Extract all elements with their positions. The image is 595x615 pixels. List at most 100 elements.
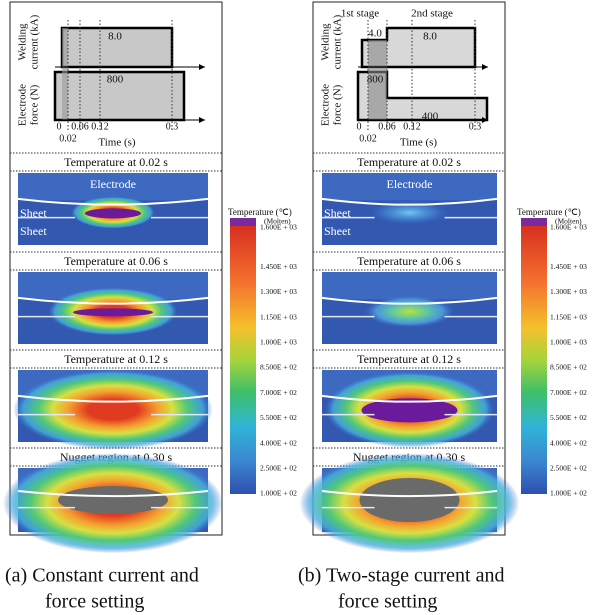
label: 2.500E + 02 xyxy=(550,464,587,473)
label: Temperature at 0.06 s xyxy=(64,254,168,268)
label: 0.06 xyxy=(378,121,396,132)
simulation-image xyxy=(321,370,498,448)
label: 1.600E + 03 xyxy=(260,223,297,232)
label: 8.500E + 02 xyxy=(260,363,297,372)
electrode-gap xyxy=(321,296,498,305)
molten-core xyxy=(73,308,153,317)
label: (Molten) xyxy=(555,217,582,226)
shade xyxy=(368,40,387,120)
label: (Molten) xyxy=(264,217,291,226)
arrow xyxy=(199,64,205,70)
simulation-image xyxy=(17,272,209,344)
label: Temperature (℃) xyxy=(228,207,292,217)
colorbar xyxy=(521,226,547,494)
label: 0 xyxy=(57,121,62,132)
label: force setting xyxy=(45,591,144,613)
label: Electrode xyxy=(17,84,29,126)
image-label: Sheet xyxy=(20,206,47,220)
label: 5.500E + 02 xyxy=(260,413,297,422)
label: current (kA) xyxy=(332,14,344,69)
label: 0.3 xyxy=(166,121,179,132)
label: 4.000E + 02 xyxy=(260,438,297,447)
label: 0.12 xyxy=(91,121,109,132)
label: current (kA) xyxy=(29,14,41,69)
image-label: Electrode xyxy=(90,177,136,191)
label: 7.000E + 02 xyxy=(550,388,587,397)
electrode-field xyxy=(322,272,497,300)
label: 800 xyxy=(107,74,124,86)
label: 0.12 xyxy=(403,121,421,132)
colorbar xyxy=(230,226,256,494)
label: Temperature at 0.02 s xyxy=(357,155,461,169)
arrow xyxy=(199,117,205,123)
label: (b) Two-stage current and xyxy=(298,565,504,587)
label: 1.000E + 03 xyxy=(260,338,297,347)
label: 1st stage xyxy=(341,8,379,20)
label: Temperature (℃) xyxy=(517,207,581,217)
heat-zone xyxy=(364,295,455,328)
image-label: Sheet xyxy=(324,206,351,220)
label: 2.500E + 02 xyxy=(260,464,297,473)
label: 0 xyxy=(357,121,362,132)
label: 1.300E + 03 xyxy=(260,287,297,296)
simulation-image xyxy=(13,369,213,450)
label: 7.000E + 02 xyxy=(260,388,297,397)
molten-band xyxy=(230,218,256,226)
simulation-image xyxy=(299,453,520,554)
label: 1.000E + 03 xyxy=(550,338,587,347)
nugget xyxy=(58,486,168,514)
label: 4.000E + 02 xyxy=(550,438,587,447)
label: Temperature at 0.12 s xyxy=(64,352,168,366)
electrode-gap xyxy=(17,490,209,498)
molten-core xyxy=(361,398,458,423)
label: 0.02 xyxy=(359,133,377,144)
simulation-image xyxy=(321,272,498,344)
label: Temperature at 0.06 s xyxy=(357,254,461,268)
simulation-image xyxy=(17,173,209,245)
label: 1.150E + 03 xyxy=(550,312,587,321)
label: 1.150E + 03 xyxy=(260,312,297,321)
label: 8.0 xyxy=(423,31,437,43)
label: Time (s) xyxy=(400,137,438,149)
electrode-field xyxy=(322,173,497,201)
electrode-gap xyxy=(17,394,209,403)
label: Temperature at 0.02 s xyxy=(64,155,168,169)
label: (a) Constant current and xyxy=(5,565,199,587)
label: 1.300E + 03 xyxy=(550,287,587,296)
label: 0.02 xyxy=(59,133,77,144)
electrode-gap xyxy=(321,197,498,206)
molten-band xyxy=(521,218,547,226)
label: force setting xyxy=(338,591,437,613)
label: Temperature at 0.12 s xyxy=(357,352,461,366)
label: 4.0 xyxy=(368,28,382,40)
image-label: Sheet xyxy=(20,224,47,238)
label: Electrode xyxy=(320,84,332,126)
label: 800 xyxy=(367,74,384,86)
label: 1.600E + 03 xyxy=(550,223,587,232)
label: 400 xyxy=(422,111,439,123)
label: force (N) xyxy=(332,84,344,125)
heat-zone xyxy=(13,369,213,450)
electrode-field xyxy=(18,173,208,201)
image-label: Electrode xyxy=(387,177,433,191)
label: Welding xyxy=(320,23,332,60)
simulation-image xyxy=(3,453,223,554)
heat-zone xyxy=(369,200,450,225)
molten-core xyxy=(85,208,141,219)
label: 1.000E + 02 xyxy=(260,489,297,498)
simulation-image xyxy=(321,173,498,245)
label: Welding xyxy=(17,23,29,60)
label: force (N) xyxy=(29,84,41,125)
label: 1.450E + 03 xyxy=(550,262,587,271)
electrode-gap xyxy=(17,296,209,305)
label: 0.06 xyxy=(71,121,89,132)
arrow xyxy=(482,64,488,70)
arrow xyxy=(482,117,488,123)
label: 8.0 xyxy=(108,31,122,43)
image-label: Sheet xyxy=(324,224,351,238)
label: 8.500E + 02 xyxy=(550,363,587,372)
shade xyxy=(62,28,68,120)
label: 1.000E + 02 xyxy=(550,489,587,498)
label: Time (s) xyxy=(98,137,136,149)
